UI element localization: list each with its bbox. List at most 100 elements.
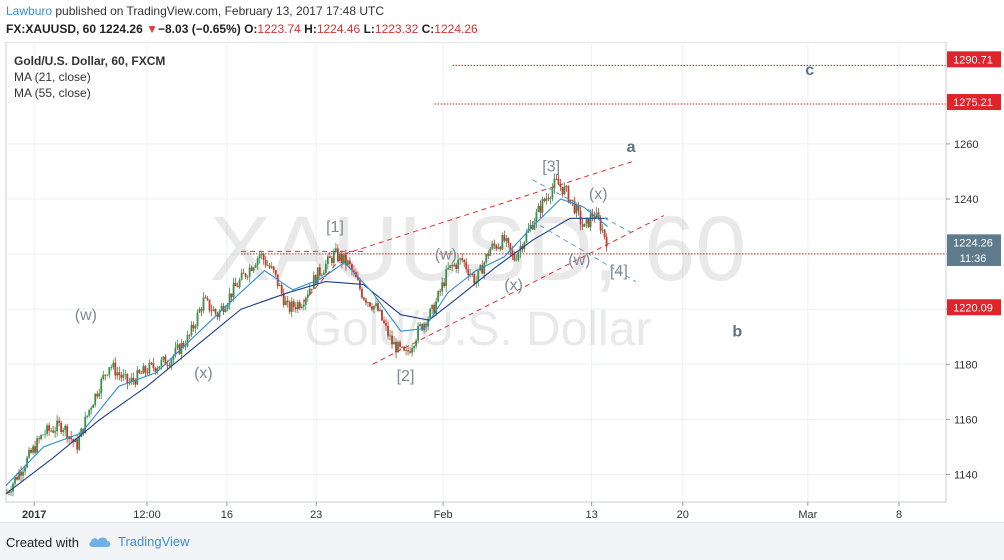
candle-body	[264, 259, 267, 266]
candle-body	[515, 259, 518, 261]
candle-body	[433, 304, 436, 314]
candle-body	[567, 186, 570, 203]
candle-body	[529, 225, 532, 229]
wave-label: (x)	[589, 186, 608, 203]
grid	[6, 42, 946, 502]
candle-body	[459, 258, 462, 260]
candle-body	[579, 210, 582, 225]
candle-body	[505, 237, 508, 241]
candle-body	[549, 197, 552, 200]
symbol-label: FX:XAUUSD, 60	[6, 22, 97, 36]
candle-body	[240, 272, 243, 280]
candle-body	[389, 335, 391, 337]
candle-body	[16, 477, 18, 480]
candle-body	[198, 309, 201, 313]
candle-body	[54, 431, 57, 433]
candle-body	[298, 302, 301, 308]
candle-body	[66, 425, 69, 440]
price-chart[interactable]: XAUUSD, 60 Gold/U.S. Dollar (w)(x)[1][2]…	[0, 41, 1004, 522]
candles	[6, 172, 608, 497]
horizontal-levels	[241, 64, 946, 255]
price-badge-bg	[947, 94, 1001, 111]
candle-body	[94, 393, 97, 405]
candle-body	[284, 300, 287, 306]
candle-body	[509, 243, 512, 251]
legend-ma55[interactable]: MA (55, close)	[14, 86, 91, 100]
candle-body	[98, 393, 101, 397]
candle-body	[32, 446, 34, 453]
candle-body	[12, 483, 14, 492]
channel-lines	[532, 179, 637, 283]
candle-body	[555, 178, 558, 180]
candle-body	[391, 335, 393, 345]
candle-body	[188, 334, 191, 336]
candle-body	[489, 248, 492, 256]
down-arrow-icon: ▼	[146, 22, 158, 36]
candle-body	[419, 324, 422, 326]
trend-line	[297, 253, 345, 310]
time-axis[interactable]: 2017 12:00 16 23 Feb 13 20 Mar 8	[22, 502, 902, 521]
candle-body	[220, 306, 223, 311]
candle-body	[437, 291, 440, 302]
candle-body	[146, 372, 149, 374]
time-tick-label: 16	[221, 509, 233, 521]
candle-body	[48, 425, 51, 431]
candle-body	[385, 323, 387, 326]
candle-body	[387, 325, 389, 337]
candle-body	[132, 377, 135, 381]
candle-body	[575, 204, 578, 214]
candle-body	[316, 267, 319, 284]
candle-body	[553, 178, 556, 189]
candle-body	[601, 229, 604, 231]
candle-body	[306, 294, 309, 298]
candle-body	[395, 341, 397, 353]
plot-frame	[5, 41, 947, 503]
chart-area[interactable]: XAUUSD, 60 Gold/U.S. Dollar (w) (x) [1] [2]…	[0, 41, 1004, 522]
tradingview-brand[interactable]: TradingView	[88, 531, 190, 551]
candle-body	[200, 309, 203, 311]
price-badge-label: 1220.09	[953, 302, 993, 314]
candle-body	[160, 359, 163, 367]
candle-body	[449, 265, 452, 268]
legend-ma21[interactable]: MA (21, close)	[14, 70, 91, 84]
candle-body	[174, 347, 177, 356]
candle-body	[471, 273, 474, 275]
candle-body	[467, 269, 470, 276]
publisher-link[interactable]: Lawburo	[6, 4, 53, 18]
candle-body	[565, 186, 568, 188]
candle-body	[26, 457, 28, 468]
candle-body	[296, 302, 299, 310]
candle-body	[583, 223, 586, 227]
candle-body	[369, 302, 371, 307]
candle-body	[330, 257, 333, 263]
candle-body	[124, 373, 127, 375]
candle-body	[292, 301, 295, 307]
candle-body	[499, 247, 502, 250]
candle-body	[481, 265, 484, 274]
candle-body	[589, 214, 592, 227]
candle-body	[455, 264, 458, 270]
candle-body	[581, 224, 584, 227]
candle-body	[320, 274, 323, 276]
candle-body	[371, 306, 373, 310]
tradingview-link[interactable]: TradingView	[118, 533, 190, 549]
candle-body	[477, 270, 480, 282]
candle-body	[353, 270, 355, 273]
trend-line	[372, 215, 665, 365]
candle-body	[96, 393, 99, 397]
candle-body	[184, 345, 187, 347]
candle-body	[559, 184, 562, 188]
candle-body	[324, 263, 327, 273]
candle-body	[545, 198, 548, 201]
candle-body	[250, 267, 253, 271]
time-tick-label: 12:00	[133, 509, 161, 521]
candle-body	[144, 366, 147, 373]
candle-body	[361, 288, 363, 298]
candle-body	[106, 374, 109, 376]
candle-body	[336, 248, 339, 261]
candle-body	[314, 275, 317, 284]
candle-body	[100, 378, 103, 394]
time-tick-label: Mar	[798, 509, 817, 521]
candle-body	[465, 262, 468, 270]
candle-body	[170, 359, 173, 366]
